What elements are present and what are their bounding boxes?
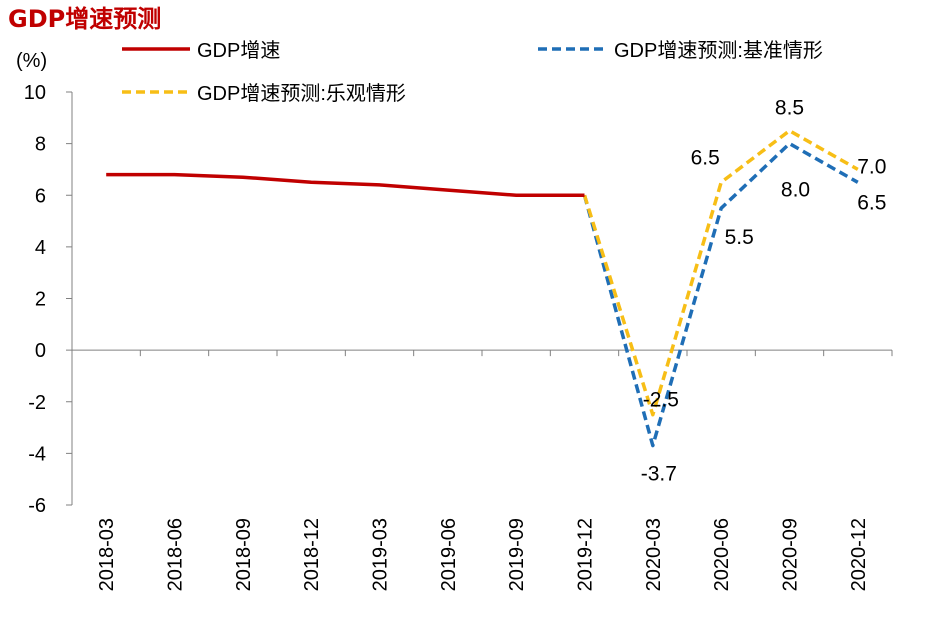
data-label-2020-09-baseline: 8.0: [781, 179, 810, 202]
legend-label-gdp-growth: GDP增速: [197, 39, 280, 62]
x-tick-label: 2018-12: [301, 518, 323, 591]
y-tick-label: 2: [35, 289, 46, 311]
legend-label-optimistic-forecast: GDP增速预测:乐观情形: [197, 82, 406, 105]
x-tick-label: 2019-03: [370, 518, 392, 591]
data-label-2020-06-baseline: 5.5: [725, 226, 754, 249]
x-tick-label: 2020-12: [848, 518, 870, 591]
legend-label-baseline-forecast: GDP增速预测:基准情形: [614, 39, 823, 62]
series-line-optimistic-forecast: [582, 128, 859, 417]
x-tick-label: 2018-09: [233, 518, 255, 591]
y-tick-label: 4: [35, 237, 46, 259]
series-line-gdp-growth: [106, 172, 585, 198]
x-tick-label: 2020-09: [780, 518, 802, 591]
series-line-baseline-forecast: [582, 141, 859, 448]
y-tick-label: -2: [28, 392, 46, 414]
data-label-2020-06-optimistic: 6.5: [691, 146, 720, 169]
chart-title: GDP增速预测: [8, 5, 161, 33]
legend: GDP增速 GDP增速预测:基准情形 GDP增速预测:乐观情形: [122, 39, 823, 105]
data-labels: -2.5 -3.7 6.5 5.5 8.5 8.0 7.0 6.5: [641, 97, 887, 486]
data-label-2020-09-optimistic: 8.5: [775, 97, 804, 120]
y-tick-label: 8: [35, 134, 46, 156]
y-tick-label: 10: [24, 82, 46, 104]
y-tick-label: 0: [35, 340, 46, 362]
y-axis-unit: (%): [16, 50, 47, 72]
data-label-2020-03-optimistic: -2.5: [643, 389, 679, 412]
axes: 10 8 6 4 2 0 -2 -4 -6 2018-03 2018-06 2018-09 2018-1…: [24, 82, 893, 591]
x-tick-label: 2018-06: [165, 518, 187, 591]
x-tick-label: 2018-03: [96, 518, 118, 591]
data-label-2020-03-baseline: -3.7: [641, 463, 677, 486]
x-tick-label: 2019-09: [506, 518, 528, 591]
y-tick-label: -4: [28, 443, 46, 465]
y-tick-label: -6: [28, 495, 46, 517]
x-tick-label: 2019-12: [575, 518, 597, 591]
data-label-2020-12-baseline: 6.5: [857, 191, 886, 214]
x-tick-label: 2020-06: [711, 518, 733, 591]
series-layer: [106, 128, 859, 448]
y-tick-label: 6: [35, 185, 46, 207]
data-label-2020-12-optimistic: 7.0: [857, 155, 886, 178]
x-tick-label: 2019-06: [438, 518, 460, 591]
x-tick-label: 2020-03: [643, 518, 665, 591]
